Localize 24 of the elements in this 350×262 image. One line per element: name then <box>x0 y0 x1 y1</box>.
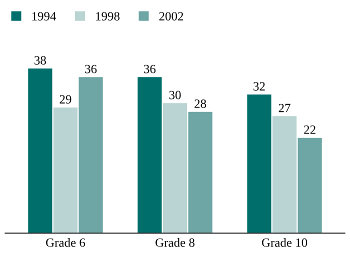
data-label: 32 <box>254 82 265 91</box>
x-tick-label: Grade 10 <box>262 238 308 247</box>
data-label: 27 <box>278 104 290 112</box>
legend-label: 1994 <box>32 12 56 20</box>
bar <box>162 103 188 234</box>
legend-label: 2002 <box>159 12 184 20</box>
data-label: 38 <box>34 56 46 65</box>
data-label: 28 <box>194 99 206 108</box>
bar <box>298 138 322 234</box>
data-label: 36 <box>85 64 97 74</box>
x-tick-label: Grade 8 <box>156 238 194 247</box>
x-tick-label: Grade 6 <box>46 238 86 247</box>
bar <box>28 68 52 234</box>
data-label: 22 <box>304 126 316 134</box>
data-label: 29 <box>60 95 72 104</box>
legend-label: 1998 <box>96 12 120 20</box>
bar <box>53 108 78 234</box>
data-label: 36 <box>144 64 156 74</box>
bar <box>272 116 297 234</box>
bar <box>188 112 212 234</box>
data-label: 30 <box>169 90 181 100</box>
bar <box>78 77 103 234</box>
bar <box>138 77 162 234</box>
bar <box>247 94 272 234</box>
